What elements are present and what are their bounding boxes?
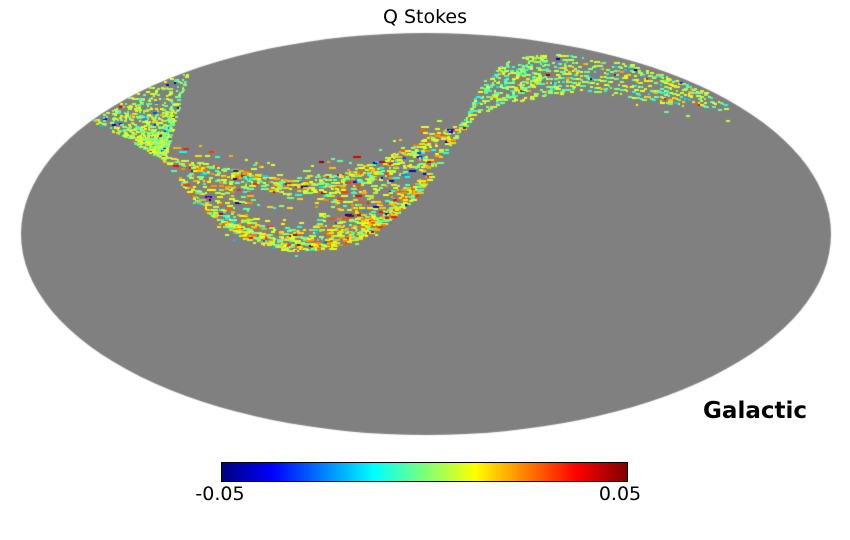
colorbar-gradient xyxy=(221,462,628,482)
colorbar-max-label: 0.05 xyxy=(598,483,642,505)
colorbar-min-label: -0.05 xyxy=(195,483,245,505)
map-title: Q Stokes xyxy=(382,6,468,28)
coordinate-system-label: Galactic xyxy=(703,398,807,424)
